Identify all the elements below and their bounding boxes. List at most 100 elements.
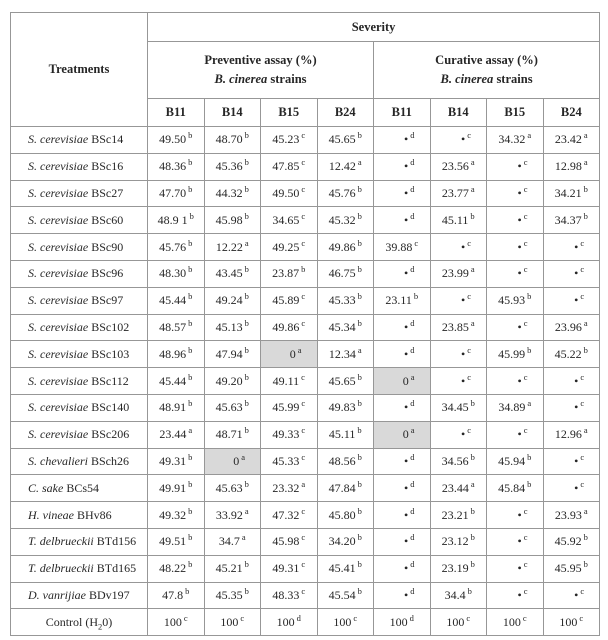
value-cell: 45.44 b xyxy=(147,286,205,315)
value-cell: 45.89 c xyxy=(260,286,318,315)
bullet-cell: • c xyxy=(486,581,544,610)
strain-column-header: B14 xyxy=(429,98,487,127)
header-row-strains: B11 B14 B15 B24 B11 B14 B15 B24 xyxy=(11,98,601,127)
treatment-cell: H. vineae BHv86 xyxy=(10,501,148,529)
treatment-cell: T. delbrueckii BTd165 xyxy=(10,554,148,583)
value-cell: 34.45 b xyxy=(429,393,487,422)
bullet-cell: • c xyxy=(486,527,544,556)
bullet-cell: • c xyxy=(486,179,544,208)
value-cell: 45.98 c xyxy=(260,527,318,556)
bullet-cell: • c xyxy=(486,367,544,395)
strain-column-header: B11 xyxy=(373,98,431,127)
value-cell: 100 c xyxy=(147,608,205,637)
value-cell: 23.56 a xyxy=(429,152,487,181)
value-cell: 23.85 a xyxy=(429,313,487,342)
bullet-cell: • c xyxy=(542,259,601,288)
value-cell: 45.11 b xyxy=(429,206,487,235)
bullet-cell: • d xyxy=(373,554,431,583)
value-cell: 45.11 b xyxy=(316,420,374,449)
value-cell: 45.65 b xyxy=(316,367,374,395)
value-cell: 49.25 c xyxy=(260,233,318,261)
value-cell: 39.88 c xyxy=(373,233,431,261)
bullet-cell: • c xyxy=(429,420,487,449)
table-header: Treatments Severity Preventive assay (%)… xyxy=(10,12,601,127)
value-cell: 100 c xyxy=(203,608,261,637)
bullet-cell: • d xyxy=(373,313,431,342)
table-row: H. vineae BHv86 49.32 b 33.92 a 47.32 c 45.80 b •… xyxy=(10,501,601,529)
value-cell: 34.37 b xyxy=(542,206,601,235)
strain-column-header: B14 xyxy=(203,98,261,127)
value-cell: 23.44 a xyxy=(147,420,205,449)
value-cell: 49.24 b xyxy=(203,286,261,315)
strain-column-header: B24 xyxy=(542,98,601,127)
value-cell: 45.93 b xyxy=(486,286,544,315)
value-cell: 34.7 a xyxy=(203,527,261,556)
value-cell: 49.50 b xyxy=(147,126,205,154)
value-cell: 45.13 b xyxy=(203,313,261,342)
bullet-cell: • c xyxy=(486,152,544,181)
value-cell: 44.32 b xyxy=(203,179,261,208)
table-row: T. delbrueckii BTd165 48.22 b 45.21 b 49.31 c 4… xyxy=(10,554,601,583)
value-cell: 23.99 a xyxy=(429,259,487,288)
bullet-cell: • d xyxy=(373,447,431,476)
treatment-cell: S. cerevisiae BSc112 xyxy=(10,367,148,395)
value-cell: 23.93 a xyxy=(542,501,601,529)
value-cell: 46.75 b xyxy=(316,259,374,288)
bullet-cell: • c xyxy=(429,126,487,154)
bullet-cell: • c xyxy=(542,393,601,422)
bullet-cell: • d xyxy=(373,527,431,556)
value-cell: 49.50 c xyxy=(260,179,318,208)
table-row: T. delbrueckii BTd156 49.51 b 34.7 a 45.98 c 34… xyxy=(10,527,601,556)
value-cell: 47.32 c xyxy=(260,501,318,529)
bullet-cell: • c xyxy=(486,420,544,449)
bullet-cell: • c xyxy=(486,233,544,261)
value-cell: 34.56 b xyxy=(429,447,487,476)
bullet-cell: • d xyxy=(373,501,431,529)
value-cell: 34.20 b xyxy=(316,527,374,556)
bullet-cell: • d xyxy=(373,206,431,235)
value-cell: 12.96 a xyxy=(542,420,601,449)
value-cell: 43.45 b xyxy=(203,259,261,288)
curative-assay-subtitle: B. cinerea strains xyxy=(440,72,533,86)
value-cell: 45.21 b xyxy=(203,554,261,583)
value-cell: 49.32 b xyxy=(147,501,205,529)
treatment-cell: S. cerevisiae BSc14 xyxy=(10,126,148,154)
value-cell: 48.70 b xyxy=(203,126,261,154)
value-cell: 47.84 b xyxy=(316,474,374,503)
bullet-cell: • c xyxy=(486,501,544,529)
value-cell: 23.87 b xyxy=(260,259,318,288)
value-cell: 45.98 b xyxy=(203,206,261,235)
treatment-cell: D. vanrijiae BDv197 xyxy=(10,581,148,610)
header-row-severity: Treatments Severity xyxy=(10,12,601,127)
value-cell: 23.11 b xyxy=(373,286,431,315)
value-cell: 12.34 a xyxy=(316,340,374,369)
value-cell: 45.44 b xyxy=(147,367,205,395)
bullet-cell: • d xyxy=(373,581,431,610)
severity-header: Severity xyxy=(146,12,601,42)
bullet-cell: • d xyxy=(373,393,431,422)
value-cell: 49.31 b xyxy=(147,447,205,476)
value-cell: 34.65 c xyxy=(260,206,318,235)
bullet-cell: • c xyxy=(542,581,601,610)
value-cell: 45.33 b xyxy=(316,286,374,315)
value-cell: 45.63 b xyxy=(203,393,261,422)
value-cell: 48.57 b xyxy=(147,313,205,342)
value-cell: 23.21 b xyxy=(429,501,487,529)
value-cell: 47.85 c xyxy=(260,152,318,181)
value-cell: 45.34 b xyxy=(316,313,374,342)
value-cell: 45.76 b xyxy=(147,233,205,261)
strain-column-header: B24 xyxy=(316,98,374,127)
table-row: S. cerevisiae BSc90 45.76 b 12.22 a 49.25 c 49.… xyxy=(10,233,601,261)
table-row: S. cerevisiae BSc102 48.57 b 45.13 b 49.86 c 45… xyxy=(10,313,601,342)
control-label-cell: Control (H20) xyxy=(10,608,148,637)
table-row: S. cerevisiae BSc16 48.36 b 45.36 b 47.85 c 12.… xyxy=(10,152,601,181)
header-row-assays: Preventive assay (%) B. cinerea strains … xyxy=(11,41,601,99)
value-cell: 45.32 b xyxy=(316,206,374,235)
treatment-cell: S. cerevisiae BSc16 xyxy=(10,152,148,181)
bullet-cell: • d xyxy=(373,259,431,288)
value-cell: 47.8 b xyxy=(147,581,205,610)
treatments-header: Treatments xyxy=(10,12,148,127)
